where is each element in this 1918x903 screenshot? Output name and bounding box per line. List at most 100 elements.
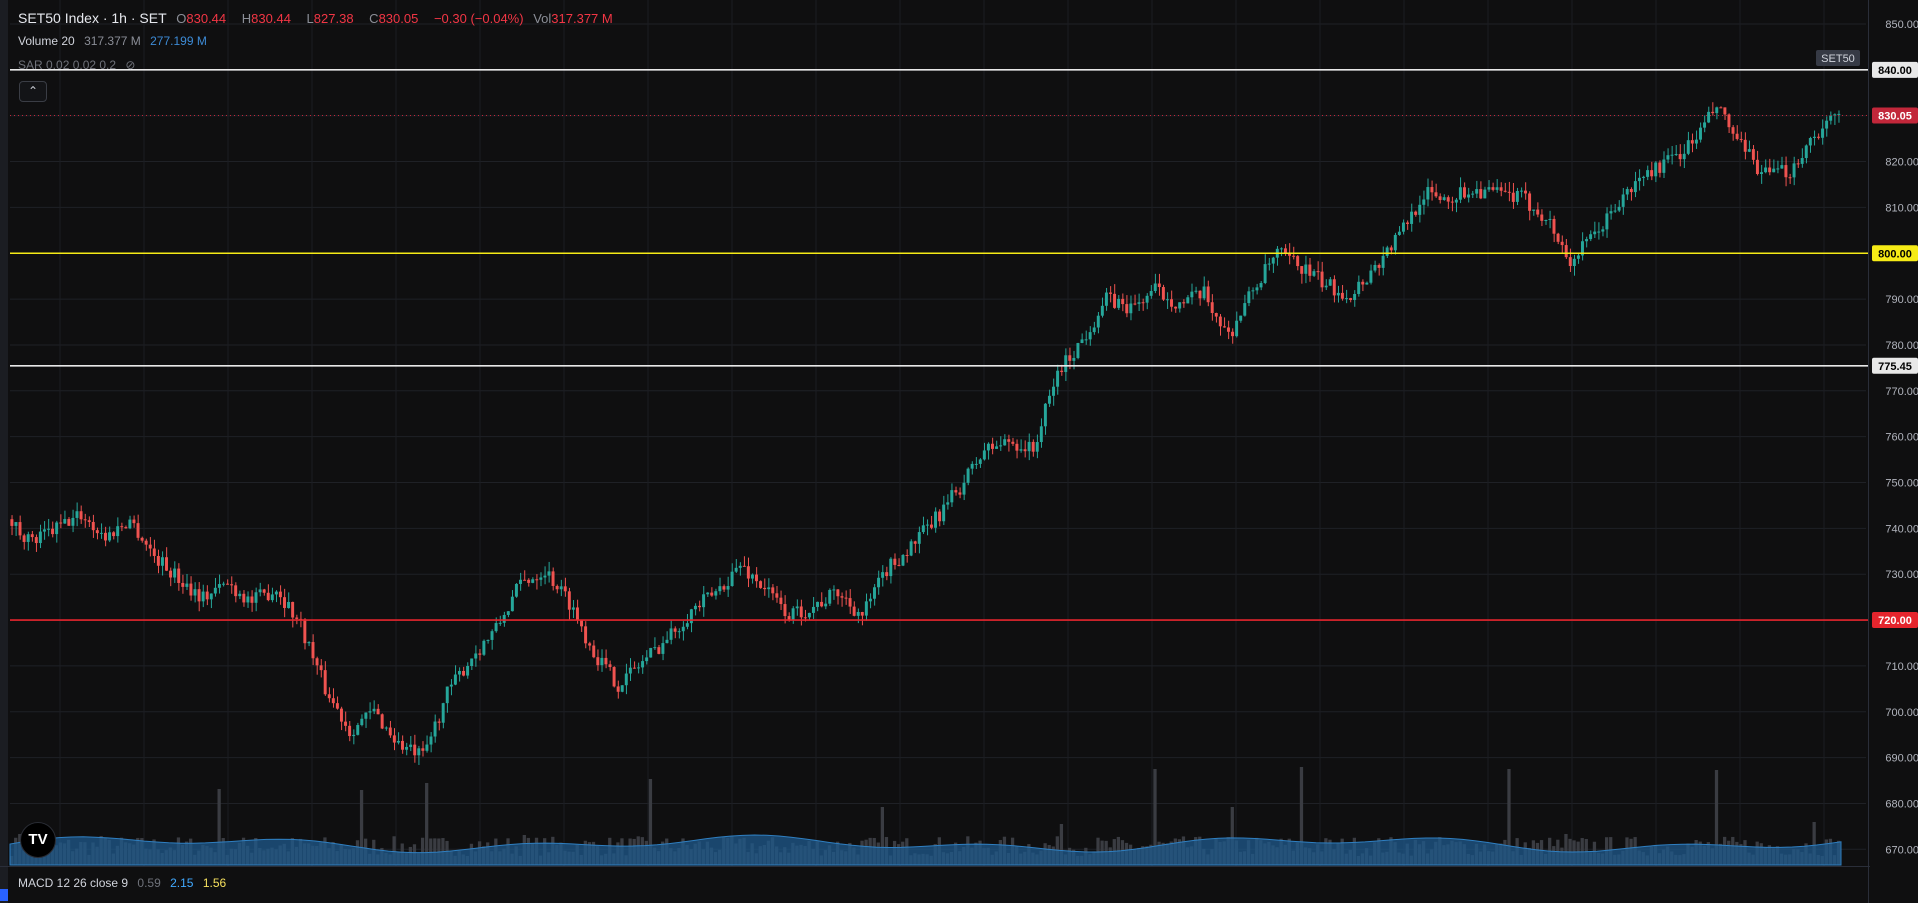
candle-body — [567, 591, 571, 610]
candle-body — [103, 532, 107, 541]
candle-body — [205, 591, 209, 600]
candle-body — [714, 591, 718, 596]
candle-body — [1406, 222, 1409, 224]
candle-body — [775, 593, 779, 598]
candle-body — [1625, 189, 1629, 195]
candle-body — [185, 583, 189, 587]
collapse-legend-button[interactable]: ⌃ — [19, 81, 47, 102]
candle-body — [177, 568, 181, 583]
candle-body — [1784, 165, 1788, 178]
candle-body — [1279, 248, 1283, 250]
candle-body — [1149, 291, 1153, 296]
candle-body — [152, 548, 156, 556]
candle-body — [144, 540, 148, 545]
candle-body — [242, 593, 246, 603]
candle-body — [344, 721, 348, 726]
candle-body — [1414, 211, 1418, 215]
volume-bar — [429, 838, 433, 865]
candle-body — [584, 626, 588, 644]
y-tick-label: 780.00 — [1885, 340, 1918, 352]
candle-body — [1613, 210, 1617, 212]
candle-body — [925, 524, 929, 526]
tradingview-logo[interactable]: TV — [20, 822, 56, 858]
candle-body — [466, 665, 470, 676]
volume-bar — [420, 837, 425, 865]
candle-body — [950, 490, 954, 503]
candle-body — [1662, 159, 1666, 173]
volume-legend[interactable]: Volume 20 317.377 M 277.199 M — [18, 34, 213, 48]
candle-body — [958, 492, 962, 495]
candle-body — [1222, 326, 1226, 328]
candle-body — [608, 664, 612, 668]
candle-body — [160, 557, 164, 566]
candle-body — [1141, 302, 1145, 304]
candle-body — [860, 612, 864, 616]
candle-body — [405, 746, 409, 750]
candle-body — [1503, 190, 1507, 192]
candle-body — [132, 519, 136, 524]
candle-body — [1292, 255, 1296, 257]
candle-body — [1719, 107, 1723, 109]
y-tick-label: 710.00 — [1885, 661, 1918, 673]
candle-body — [91, 521, 95, 531]
candle-body — [173, 568, 177, 578]
candle-body — [897, 564, 901, 566]
candle-body — [1418, 204, 1422, 215]
volume-bar — [1714, 770, 1719, 865]
candle-body — [295, 617, 299, 619]
candle-body — [885, 572, 889, 577]
candle-body — [1796, 163, 1800, 165]
candle-body — [1808, 137, 1812, 146]
candle-body — [763, 587, 767, 590]
macd-legend[interactable]: MACD 12 26 close 9 0.59 2.15 1.56 — [18, 876, 232, 890]
candle-body — [1161, 287, 1165, 300]
low-value: 827.38 — [313, 11, 354, 26]
candle-body — [1483, 189, 1487, 199]
candle-body — [1532, 209, 1536, 211]
candle-body — [1568, 257, 1572, 267]
candle-body — [588, 643, 592, 646]
candle-body — [1564, 245, 1568, 258]
candle-body — [641, 661, 645, 668]
candle-body — [1165, 299, 1169, 301]
candle-body — [901, 555, 905, 566]
candle-body — [1825, 120, 1829, 129]
symbol-title[interactable]: SET50 Index · 1h · SET — [18, 10, 167, 26]
candle-body — [95, 530, 99, 534]
symbol-badge-box — [1816, 50, 1860, 66]
candle-body — [1125, 304, 1129, 314]
candle-body — [1198, 290, 1202, 299]
candle-body — [1585, 239, 1589, 242]
candle-body — [539, 577, 543, 580]
candle-body — [1349, 298, 1353, 300]
candle-body — [384, 727, 388, 729]
candle-body — [498, 622, 502, 624]
candle-body — [1357, 281, 1361, 294]
candle-body — [1731, 127, 1735, 134]
y-tick-label: 690.00 — [1885, 753, 1918, 765]
candle-body — [181, 582, 185, 587]
candle-body — [881, 572, 885, 578]
sar-legend[interactable]: SAR 0.02 0.02 0.2 ⊘ — [18, 58, 141, 72]
candle-body — [246, 596, 250, 603]
candle-body — [645, 657, 649, 662]
candle-body — [706, 592, 710, 595]
candle-body — [1434, 192, 1438, 197]
candle-body — [1597, 231, 1601, 233]
candle-body — [1320, 271, 1324, 288]
candle-body — [600, 657, 604, 666]
candle-body — [124, 527, 128, 529]
candle-body — [1511, 192, 1515, 202]
candle-body — [1365, 282, 1369, 285]
candle-body — [1328, 279, 1332, 286]
candle-body — [250, 596, 254, 603]
candle-body — [1047, 395, 1051, 404]
y-tick-label: 790.00 — [1885, 294, 1918, 306]
candle-body — [449, 684, 453, 687]
hidden-eye-icon[interactable]: ⊘ — [125, 58, 136, 72]
candle-body — [986, 443, 990, 451]
pane-divider[interactable] — [0, 866, 1870, 867]
candle-body — [673, 628, 677, 632]
